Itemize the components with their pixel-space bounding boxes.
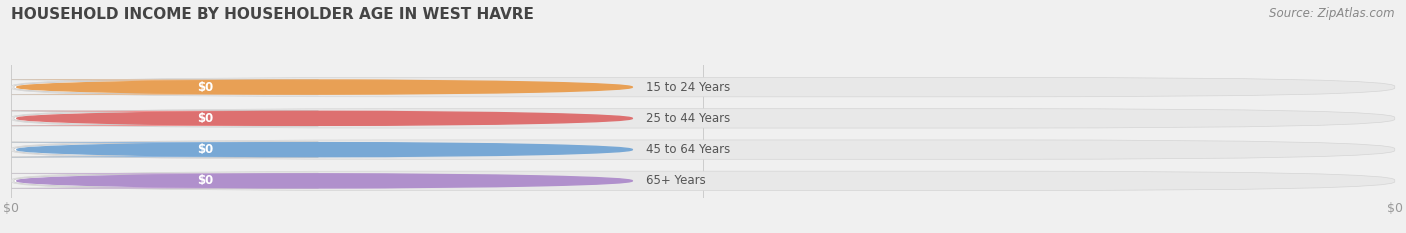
FancyBboxPatch shape — [0, 142, 471, 157]
FancyBboxPatch shape — [0, 79, 471, 95]
Circle shape — [17, 80, 633, 94]
Text: Source: ZipAtlas.com: Source: ZipAtlas.com — [1270, 7, 1395, 20]
FancyBboxPatch shape — [0, 173, 471, 188]
Text: 45 to 64 Years: 45 to 64 Years — [647, 143, 730, 156]
FancyBboxPatch shape — [0, 111, 318, 126]
Circle shape — [17, 111, 633, 125]
Text: $0: $0 — [197, 112, 214, 125]
FancyBboxPatch shape — [0, 111, 471, 126]
Text: 15 to 24 Years: 15 to 24 Years — [647, 81, 730, 94]
Text: 25 to 44 Years: 25 to 44 Years — [647, 112, 730, 125]
FancyBboxPatch shape — [0, 142, 318, 157]
FancyBboxPatch shape — [11, 140, 1395, 159]
FancyBboxPatch shape — [11, 77, 1395, 97]
FancyBboxPatch shape — [0, 79, 318, 95]
Text: $0: $0 — [197, 81, 214, 94]
Text: HOUSEHOLD INCOME BY HOUSEHOLDER AGE IN WEST HAVRE: HOUSEHOLD INCOME BY HOUSEHOLDER AGE IN W… — [11, 7, 534, 22]
FancyBboxPatch shape — [11, 109, 1395, 128]
Circle shape — [17, 143, 633, 157]
Text: $0: $0 — [197, 174, 214, 187]
Text: 65+ Years: 65+ Years — [647, 174, 706, 187]
Text: $0: $0 — [197, 143, 214, 156]
FancyBboxPatch shape — [11, 171, 1395, 191]
FancyBboxPatch shape — [0, 173, 318, 188]
Circle shape — [17, 174, 633, 188]
